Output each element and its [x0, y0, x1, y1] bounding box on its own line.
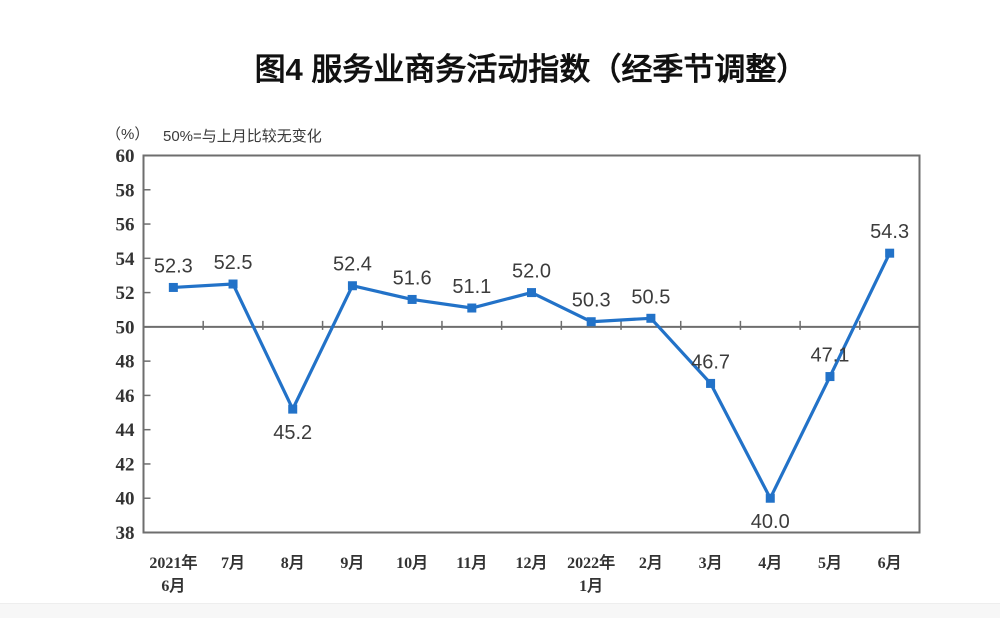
- x-axis-label: 12月: [515, 554, 547, 572]
- y-axis-label: 50: [116, 317, 135, 338]
- data-point-marker: [586, 317, 596, 327]
- x-axis-label: 4月: [758, 554, 782, 572]
- data-point-marker: [288, 404, 298, 414]
- data-label: 46.7: [691, 351, 730, 373]
- data-label: 50.5: [631, 286, 670, 308]
- x-axis-label: 7月: [221, 554, 245, 572]
- y-axis-label: 54: [116, 249, 136, 270]
- data-label: 52.4: [333, 254, 372, 276]
- data-point-marker: [825, 372, 835, 382]
- x-axis-label: 2022年 1月: [567, 553, 615, 595]
- data-label: 52.0: [512, 261, 551, 283]
- y-axis-label: 46: [116, 386, 135, 407]
- data-label: 40.0: [751, 511, 790, 533]
- data-point-marker: [407, 294, 417, 304]
- data-label: 52.3: [154, 255, 193, 277]
- data-label: 52.5: [214, 252, 253, 274]
- data-label: 45.2: [273, 422, 312, 444]
- x-axis-label: 2月: [639, 554, 663, 572]
- x-axis-label: 9月: [340, 554, 364, 572]
- x-axis-label: 8月: [281, 554, 305, 572]
- data-point-marker: [646, 313, 656, 323]
- data-point-marker: [467, 303, 477, 313]
- x-axis-label: 10月: [396, 554, 428, 572]
- data-point-marker: [765, 493, 775, 503]
- data-point-marker: [885, 248, 895, 258]
- y-axis-label: 52: [116, 283, 135, 304]
- y-axis-label: 38: [116, 523, 135, 544]
- x-axis-label: 11月: [456, 554, 487, 572]
- y-axis-label: 58: [116, 180, 135, 201]
- x-axis-label: 3月: [699, 554, 723, 572]
- y-axis-label: 56: [116, 215, 135, 236]
- data-label: 47.1: [810, 345, 849, 367]
- y-axis-label: 48: [116, 352, 135, 373]
- data-label: 54.3: [870, 221, 909, 243]
- reference-note: 50%=与上月比较无变化: [163, 127, 322, 145]
- data-point-marker: [228, 279, 238, 289]
- data-label: 51.1: [452, 276, 491, 298]
- y-axis-label: 44: [116, 420, 136, 441]
- data-label: 51.6: [393, 267, 432, 289]
- data-point-marker: [347, 281, 357, 291]
- data-point-marker: [168, 282, 178, 292]
- data-label: 50.3: [572, 290, 611, 312]
- plot-area: 60 58 56 54 52 50 48 46 44 42 40 38 52.3 52.5 45.2 52.4…: [116, 146, 921, 595]
- x-axis-label: 6月: [878, 554, 902, 572]
- y-axis-label: 40: [116, 489, 135, 510]
- page-edge-strip: [0, 603, 1000, 618]
- data-point-marker: [527, 288, 536, 298]
- y-axis-label: 60: [116, 146, 135, 167]
- plot-border: [142, 154, 921, 534]
- x-axis-label: 2021年 6月: [149, 553, 197, 595]
- x-axis-label: 5月: [818, 554, 842, 572]
- chart-title: 图4 服务业商务活动指数（经季节调整）: [255, 52, 808, 87]
- data-point-marker: [706, 378, 716, 388]
- y-axis-label: 42: [116, 454, 135, 475]
- y-axis-unit-label: （%）: [106, 126, 149, 143]
